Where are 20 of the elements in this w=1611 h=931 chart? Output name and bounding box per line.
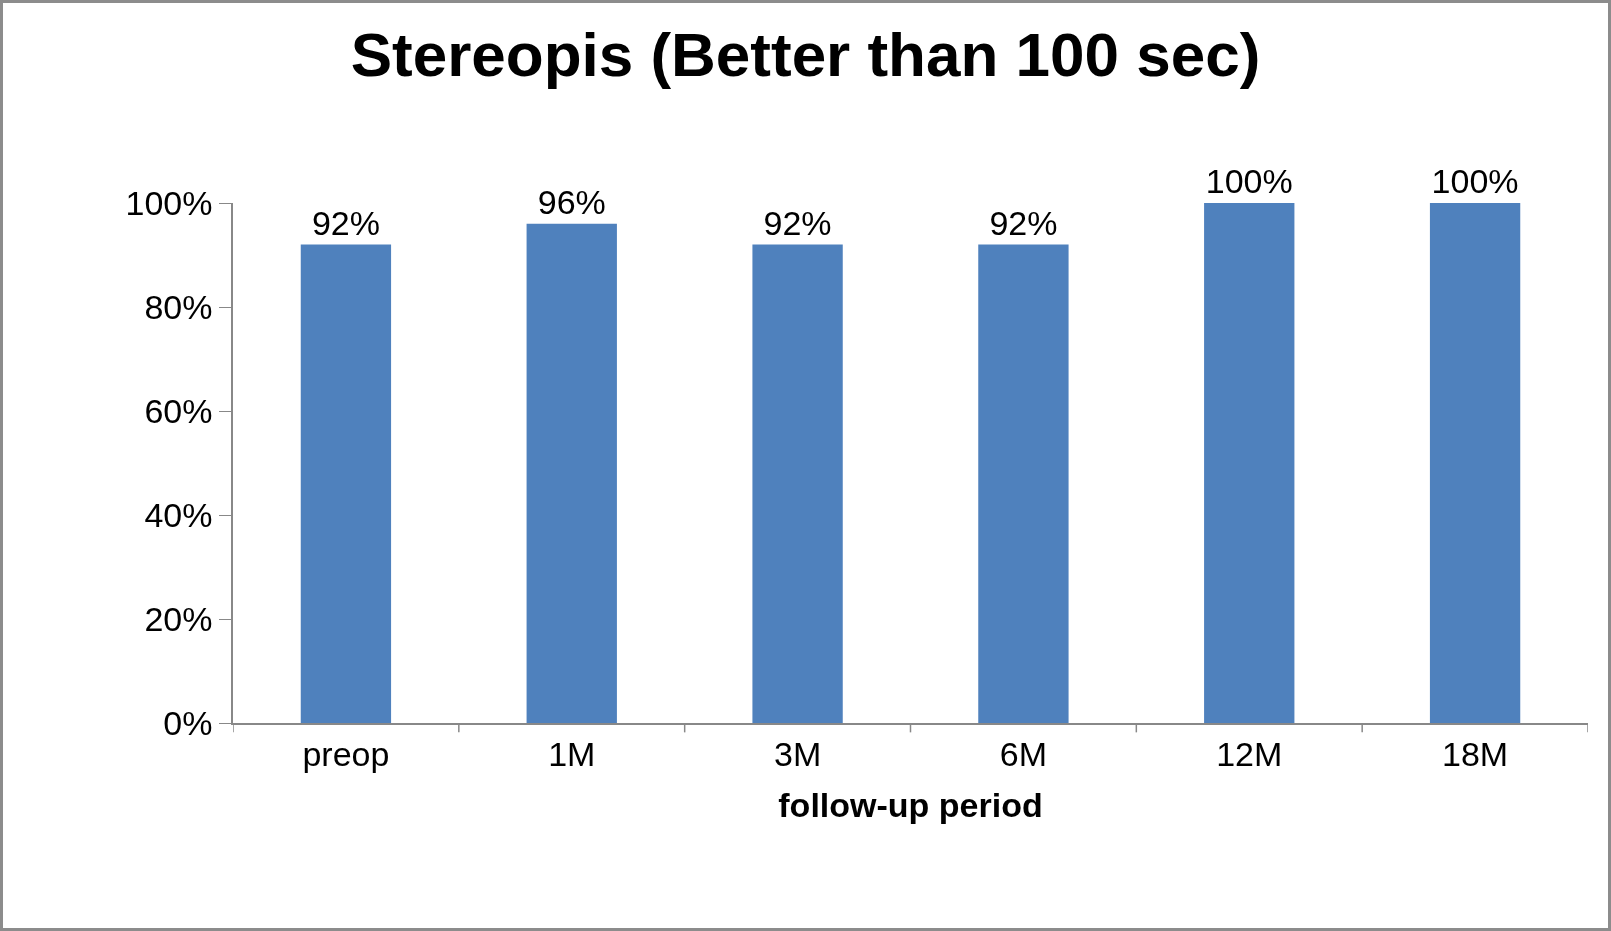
- x-tick-label: 1M: [548, 734, 596, 773]
- x-axis-title: follow-up period: [778, 786, 1043, 825]
- x-tick-label: 6M: [999, 734, 1048, 773]
- data-label: 100%: [1431, 162, 1519, 200]
- data-label: 92%: [989, 203, 1058, 242]
- data-label: 92%: [311, 203, 380, 242]
- y-tick-label: 20%: [144, 599, 213, 638]
- y-tick-label: 80%: [144, 287, 213, 326]
- x-tick-label: 12M: [1216, 734, 1283, 773]
- data-label: 96%: [537, 182, 606, 221]
- y-tick-label: 0%: [163, 703, 213, 742]
- chart-title: Stereopis (Better than 100 sec): [350, 19, 1261, 89]
- y-tick-label: 100%: [125, 183, 213, 222]
- y-tick-label: 60%: [144, 391, 213, 430]
- x-tick-label: 3M: [773, 734, 822, 773]
- y-tick-label: 40%: [144, 495, 213, 534]
- data-label: 100%: [1205, 162, 1293, 200]
- x-tick-label: 18M: [1442, 734, 1509, 773]
- x-tick-label: preop: [302, 734, 390, 773]
- data-label: 92%: [763, 203, 832, 242]
